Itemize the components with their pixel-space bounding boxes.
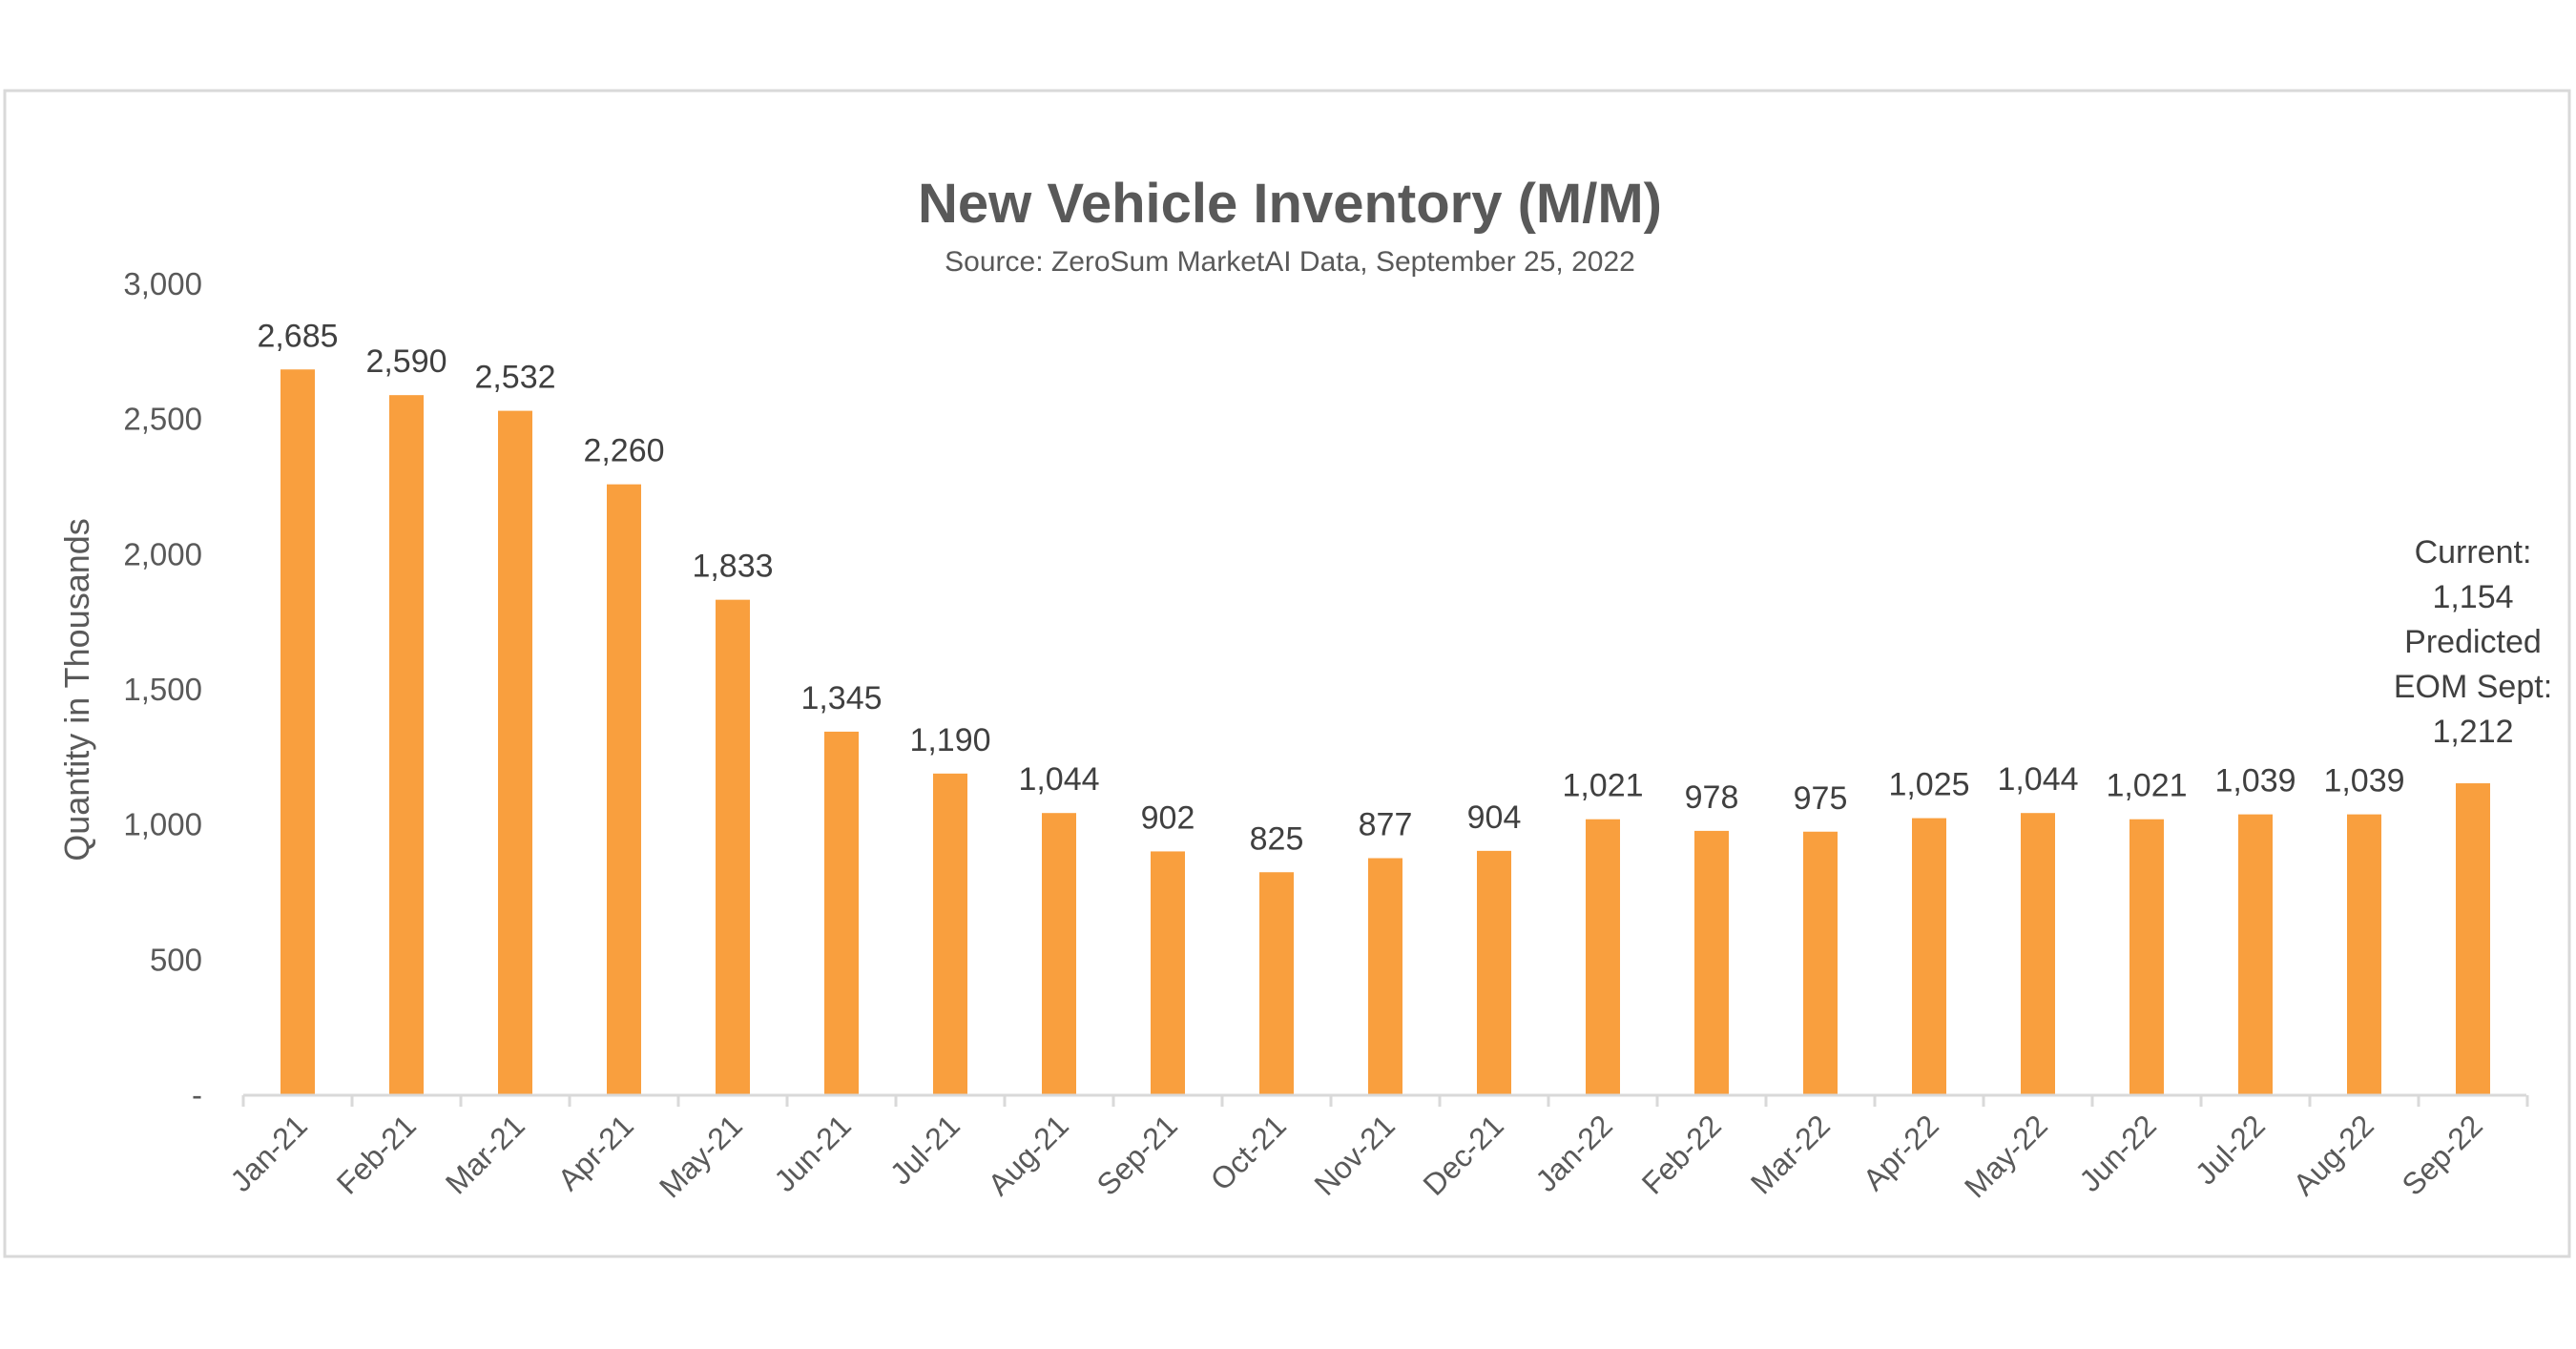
y-tick-label: 500 — [150, 942, 202, 977]
bar-Jul-21 — [933, 773, 967, 1095]
bar-Aug-21 — [1042, 813, 1076, 1095]
bar-May-21 — [716, 599, 750, 1095]
data-label: 1,833 — [692, 549, 773, 585]
bar-Dec-21 — [1477, 850, 1511, 1095]
bar-Feb-22 — [1694, 830, 1729, 1095]
data-labels: 2,685 2,590 2,532 2,260 1,833 1,345 1,190 1,044… — [257, 318, 2404, 857]
bar-Sep-22 — [2456, 783, 2490, 1095]
bar-Nov-21 — [1368, 858, 1402, 1095]
data-label: 1,190 — [909, 722, 990, 758]
bar-Aug-22 — [2347, 814, 2381, 1095]
data-label: 1,044 — [1018, 761, 1099, 798]
sep-22-annotation: Current: 1,154 Predicted EOM Sept: 1,212 — [2394, 534, 2552, 750]
bar-Jan-21 — [280, 369, 315, 1095]
chart-subtitle: Source: ZeroSum MarketAI Data, September… — [945, 246, 1635, 278]
y-tick-label: 1,500 — [123, 672, 202, 707]
bar-May-22 — [2021, 813, 2055, 1095]
data-label: 1,039 — [2323, 763, 2404, 799]
y-tick-label: 3,000 — [123, 266, 202, 301]
data-label: 975 — [1794, 780, 1848, 817]
bar-Apr-22 — [1912, 818, 1946, 1095]
y-axis-title: Quantity in Thousands — [57, 518, 96, 861]
bars — [280, 369, 2490, 1096]
data-label: 2,532 — [474, 360, 555, 396]
bar-Jun-22 — [2129, 819, 2164, 1095]
bar-Feb-21 — [389, 395, 424, 1096]
data-label: 2,260 — [583, 433, 664, 469]
bar-Oct-21 — [1259, 872, 1294, 1095]
y-tick-label: - — [192, 1077, 202, 1112]
data-label: 1,345 — [800, 680, 882, 716]
data-label: 1,021 — [1562, 768, 1643, 804]
data-label: 904 — [1467, 799, 1522, 836]
data-label: 2,685 — [257, 318, 338, 354]
data-label: 1,044 — [1997, 761, 2078, 798]
annotation-line: Current: — [2415, 534, 2532, 571]
bar-Apr-21 — [607, 484, 641, 1096]
data-label: 978 — [1685, 779, 1739, 816]
annotation-line: Predicted — [2404, 624, 2542, 660]
data-label: 1,025 — [1888, 767, 1969, 803]
y-axis: - 500 1,000 1,500 2,000 2,500 3,000 — [123, 266, 202, 1112]
bar-Jul-22 — [2238, 814, 2273, 1095]
annotation-line: 1,154 — [2432, 579, 2513, 615]
chart-title: New Vehicle Inventory (M/M) — [918, 173, 1662, 235]
data-label: 1,021 — [2106, 768, 2187, 804]
data-label: 1,039 — [2214, 763, 2296, 799]
data-label: 2,590 — [365, 343, 447, 380]
data-label: 877 — [1359, 807, 1413, 843]
annotation-line: 1,212 — [2432, 714, 2513, 750]
y-tick-label: 1,000 — [123, 807, 202, 842]
bar-Jun-21 — [824, 731, 859, 1095]
annotation-line: EOM Sept: — [2394, 669, 2552, 705]
bar-Mar-21 — [498, 410, 532, 1096]
bar-Mar-22 — [1803, 831, 1838, 1095]
bar-Sep-21 — [1151, 851, 1185, 1095]
bar-Jan-22 — [1586, 819, 1620, 1095]
y-tick-label: 2,500 — [123, 402, 202, 437]
y-tick-label: 2,000 — [123, 536, 202, 571]
data-label: 902 — [1141, 799, 1195, 836]
data-label: 825 — [1250, 820, 1304, 857]
